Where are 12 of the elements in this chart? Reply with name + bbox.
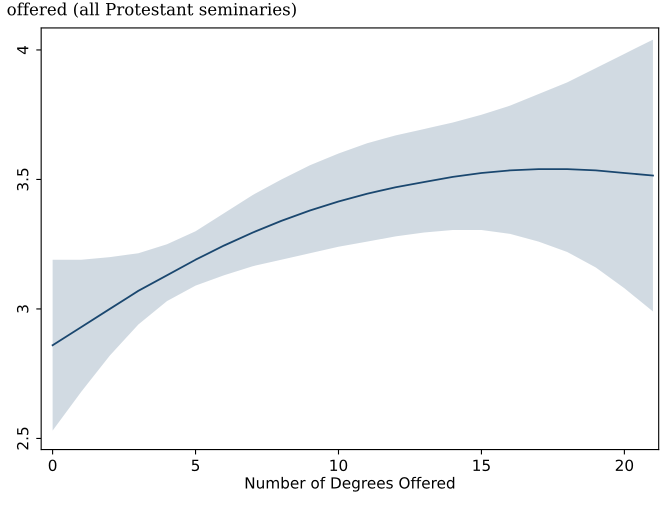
y-tick-label: 4 [17, 46, 28, 54]
y-tick-label: 3 [16, 305, 28, 313]
chart-title: offered (all Protestant seminaries) [7, 2, 296, 18]
x-tick-label: 0 [48, 460, 56, 472]
x-axis-title: Number of Degrees Offered [246, 476, 454, 492]
y-tick-label: 3.5 [16, 168, 28, 190]
x-tick-label: 5 [192, 460, 200, 472]
x-tick-label: 10 [330, 460, 348, 472]
x-tick-label: 15 [473, 460, 490, 472]
x-tick-label: 20 [616, 460, 634, 472]
y-tick-label: 2.5 [16, 428, 28, 450]
line-series [52, 168, 654, 346]
